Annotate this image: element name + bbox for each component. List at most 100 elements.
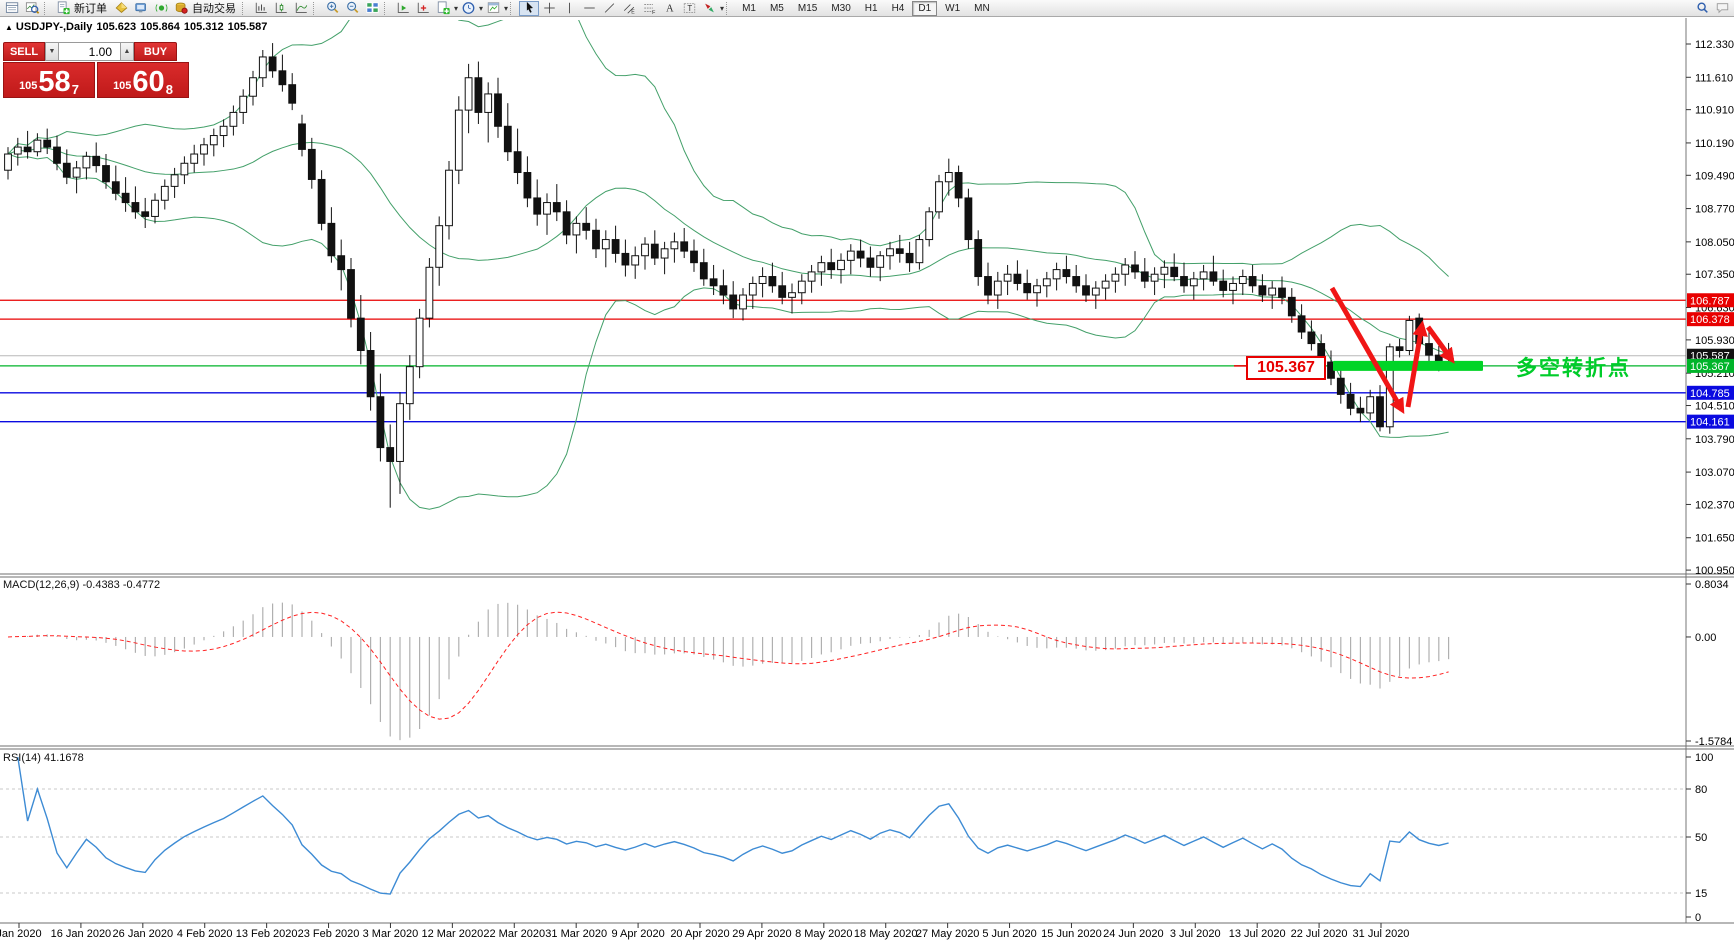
svg-text:106.378: 106.378 [1690,314,1730,326]
svg-text:4 Feb 2020: 4 Feb 2020 [177,928,233,940]
svg-text:24 Jun 2020: 24 Jun 2020 [1103,928,1164,940]
svg-text:0.00: 0.00 [1695,632,1716,644]
market-watch-icon[interactable] [2,1,22,16]
svg-text:111.610: 111.610 [1695,72,1733,84]
timeframe-w1-button[interactable]: W1 [945,2,961,14]
svg-text:16 Jan 2020: 16 Jan 2020 [51,928,112,940]
svg-text:108.050: 108.050 [1695,237,1734,249]
svg-text:Jan 2020: Jan 2020 [0,928,42,940]
add-indicator-icon[interactable] [433,1,453,16]
volume-input[interactable] [59,42,120,61]
signal-icon[interactable] [151,1,171,16]
svg-text:31 Mar 2020: 31 Mar 2020 [545,928,607,940]
svg-text:23 Feb 2020: 23 Feb 2020 [298,928,360,940]
zoom-out-icon[interactable] [342,1,362,16]
svg-text:50: 50 [1695,832,1707,844]
styler-icon[interactable] [111,1,131,16]
open-value: 105.623 [96,21,137,33]
search-icon[interactable] [1692,1,1712,16]
svg-text:20 Apr 2020: 20 Apr 2020 [670,928,729,940]
svg-text:12 Mar 2020: 12 Mar 2020 [421,928,483,940]
svg-text:3 Jul 2020: 3 Jul 2020 [1170,928,1221,940]
buy-price-pip: 8 [165,82,173,97]
chart-title: ▲ USDJPY-,Daily 105.623 105.864 105.312 105.5… [5,21,271,33]
chart-candles-icon[interactable] [271,1,291,16]
rsi-value: 41.1678 [43,752,84,764]
template-chart-dropdown-icon[interactable]: ▾ [504,3,509,13]
high-value: 105.864 [140,21,180,33]
template-chart-icon[interactable] [483,1,503,16]
timeframe-h4-button[interactable]: H4 [891,2,905,14]
chart-bars-icon[interactable] [251,1,271,16]
sell-price-base: 105 [19,80,38,92]
label-tool-icon[interactable]: T [679,1,699,16]
chat-icon[interactable] [1712,1,1732,16]
period-clock-dropdown-icon[interactable]: ▾ [479,3,484,13]
cursor-tool-icon[interactable] [519,0,540,16]
timeframe-m30-button[interactable]: M30 [831,2,851,14]
buy-button[interactable]: BUY [134,42,177,61]
chart-line-icon[interactable] [291,1,311,16]
timeframe-m15-button[interactable]: M15 [797,2,818,14]
buy-price-main: 60 [132,66,165,98]
svg-text:-1.5784: -1.5784 [1695,736,1732,748]
toolbar-separator [510,1,516,15]
zoom-in-icon[interactable] [322,1,342,16]
svg-text:22 Mar 2020: 22 Mar 2020 [483,928,545,940]
svg-text:0: 0 [1695,912,1701,924]
svg-text:3 Mar 2020: 3 Mar 2020 [363,928,419,940]
period-clock-icon[interactable] [458,1,478,16]
timeframe-mn-button[interactable]: MN [974,2,990,14]
svg-text:A: A [666,4,674,15]
autotrading-icon[interactable] [171,1,191,16]
crosshair-tool-icon[interactable] [539,1,559,16]
arrows-tool-icon[interactable] [699,1,719,16]
hline-tool-icon[interactable] [579,1,599,16]
svg-text:0.8034: 0.8034 [1695,579,1729,591]
svg-text:29 Apr 2020: 29 Apr 2020 [732,928,791,940]
tile-windows-icon[interactable] [362,1,382,16]
svg-text:109.490: 109.490 [1695,170,1734,182]
svg-text:26 Jan 2020: 26 Jan 2020 [113,928,174,940]
svg-text:80: 80 [1695,784,1707,796]
crosshair-axis-icon[interactable] [413,1,433,16]
timeframe-h1-button[interactable]: H1 [864,2,878,14]
timeframe-m1-button[interactable]: M1 [742,2,756,14]
vline-tool-icon[interactable] [559,1,579,16]
buy-price-button[interactable]: 105 60 8 [97,62,189,98]
svg-text:22 Jul 2020: 22 Jul 2020 [1291,928,1348,940]
trendline-tool-icon[interactable] [599,1,619,16]
timeframe-d1-button[interactable]: D1 [912,0,938,16]
svg-text:100: 100 [1695,752,1713,764]
terminal-icon[interactable] [131,1,151,16]
buy-price-base: 105 [113,80,132,92]
svg-text:103.790: 103.790 [1695,434,1734,446]
svg-text:31 Jul 2020: 31 Jul 2020 [1353,928,1410,940]
volume-increase-button[interactable]: ▲ [120,42,134,61]
sell-price-button[interactable]: 105 58 7 [3,62,95,98]
toolbar-separator [384,1,390,15]
svg-text:105.930: 105.930 [1695,335,1734,347]
svg-text:103.070: 103.070 [1695,467,1734,479]
sell-button[interactable]: SELL [3,42,45,61]
svg-text:101.650: 101.650 [1695,533,1734,545]
autotrading-label[interactable]: 自动交易 [192,3,236,15]
main-toolbar: 新订单 自动交易 ▾ ▾ ▾ E F A T ▾ M1 M5 M15 M30 H1 H4 D1 W1 MN [0,0,1734,17]
text-tool-icon[interactable]: A [659,1,679,16]
svg-text:106.787: 106.787 [1690,295,1730,307]
arrows-tool-dropdown-icon[interactable]: ▾ [720,3,725,13]
new-order-label[interactable]: 新订单 [74,3,107,15]
svg-text:13 Feb 2020: 13 Feb 2020 [236,928,298,940]
indicators-list-icon[interactable] [393,1,413,16]
svg-text:9 Apr 2020: 9 Apr 2020 [611,928,664,940]
chart-preview-icon[interactable] [22,1,42,16]
timeframe-m5-button[interactable]: M5 [769,2,784,14]
svg-text:8 May 2020: 8 May 2020 [795,928,852,940]
volume-decrease-button[interactable]: ▼ [45,42,59,61]
new-order-icon[interactable] [53,1,73,16]
add-indicator-dropdown-icon[interactable]: ▾ [454,3,459,13]
fibo-tool-icon[interactable]: F [639,1,659,16]
macd-indicator-label: MACD(12,26,9) -0.4383 -0.4772 [3,579,160,591]
channel-tool-icon[interactable]: E [619,1,639,16]
